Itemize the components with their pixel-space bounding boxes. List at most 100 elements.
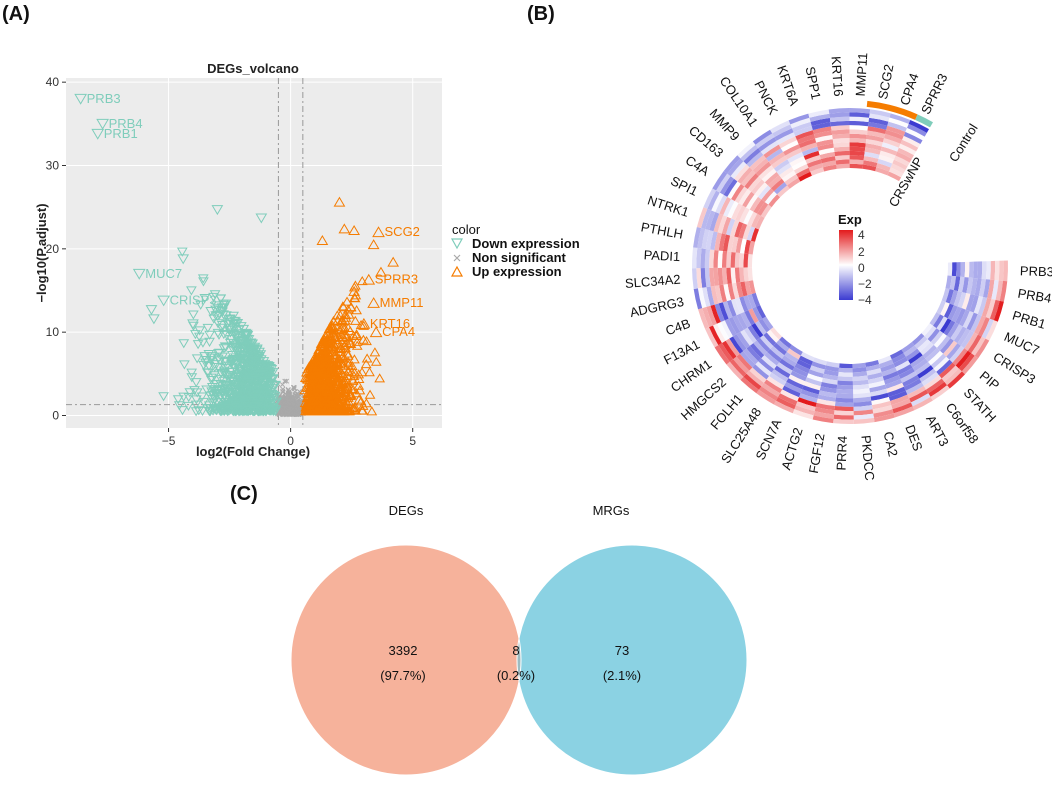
heatmap-cell [758,386,779,401]
heatmap-cell [743,327,757,344]
heatmap-cell [756,337,771,353]
heatmap-cell [905,127,925,141]
heatmap-cell [706,305,717,326]
heatmap-cell [951,306,962,323]
up-point [319,406,331,416]
heatmap-cell [835,155,850,161]
heatmap-cell [747,325,760,341]
heatmap-cell [833,142,850,148]
heatmap-gene-label-pkdcc: PKDCC [858,435,877,482]
heatmap-cell [893,356,909,368]
heatmap-cell [767,175,782,189]
down-point [235,365,247,375]
heatmap-cell [747,176,762,192]
heatmap-cell [866,134,885,143]
heatmap-cell [869,109,891,118]
heatmap-cell [725,218,736,236]
heatmap-cell [820,382,838,390]
heatmap-cell [812,126,832,135]
heatmap-cell [964,261,970,278]
heatmap-cell [767,348,782,363]
heatmap-legend: Exp 4 2 0 −2 −4 [838,212,872,307]
up-point [338,353,350,363]
heatmap-cell [796,134,816,145]
heatmap-cell [777,185,790,198]
gene-label-scg2: SCG2 [385,224,420,239]
venn-circle-mrgs [517,545,747,775]
down-point [221,311,232,321]
up-point [364,367,375,377]
heatmap-cell [736,353,753,371]
heatmap-cell [768,151,786,166]
y-tick-label: 0 [52,409,59,423]
down-point [218,344,230,354]
heatmap-cell [833,414,854,420]
up-point [341,296,353,306]
up-point [340,312,352,322]
heatmap-cell [813,130,833,139]
heatmap-cell [921,323,934,337]
up-point [344,325,356,336]
down-point [220,388,231,398]
up-point [328,324,339,334]
heatmap-cell [933,333,947,348]
up-point [367,239,380,250]
down-point [257,370,269,380]
heatmap-cell [825,361,840,368]
nonsig-point [279,406,285,412]
heatmap-cell [849,125,869,131]
heatmap-cell [757,201,769,216]
heatmap-gene-label-slc34a2: SLC34A2 [624,272,681,291]
heatmap-cell [766,329,780,343]
heatmap-cell [950,324,963,341]
up-point [335,404,346,414]
heatmap-cell [802,385,820,395]
heatmap-cell [981,261,987,280]
nonsig-point [295,400,301,406]
down-point [193,332,205,342]
heatmap-cell [716,322,730,341]
down-point [239,390,251,400]
heatmap-cell [753,340,768,356]
down-point [203,361,215,372]
nonsig-point [289,394,295,400]
nonsig-point [279,382,286,388]
up-point [343,396,355,406]
up-point [310,389,322,399]
heatmap-cell [747,253,753,268]
down-point [197,406,208,416]
heatmap-cell [773,181,788,195]
heatmap-gene-label-c4a: C4A [683,152,713,179]
heatmap-cell [890,163,906,174]
heatmap-cell [953,276,961,292]
labeled-point-krt16 [357,317,371,329]
heatmap-cell [808,369,824,378]
heatmap-legend-title: Exp [838,212,862,227]
heatmap-gene-label-prb4: PRB4 [1017,286,1052,306]
heatmap-cell [697,228,706,249]
heatmap-cell [736,331,750,349]
heatmap-cell [746,370,764,387]
heatmap-cell [869,384,887,393]
heatmap-cell [853,396,872,403]
heatmap-cell [819,151,836,160]
heatmap-cell [749,196,762,212]
heatmap-cell [936,316,948,331]
heatmap-cell [729,359,747,377]
heatmap-cell [957,276,965,293]
heatmap-cell [886,125,906,136]
heatmap-cell [770,327,783,340]
x-tick-label: 5 [409,434,416,448]
heatmap-cell [849,129,868,135]
heatmap-cell [743,209,754,225]
heatmap-cell [784,174,799,186]
heatmap-cell [849,150,865,157]
up-point [303,382,315,392]
down-point [210,380,222,390]
heatmap-cell [977,296,988,316]
heatmap-cell [739,296,749,312]
heatmap-cell [766,375,785,390]
heatmap-cell [907,123,927,137]
heatmap-cell [991,280,999,300]
heatmap-cell [729,336,744,354]
